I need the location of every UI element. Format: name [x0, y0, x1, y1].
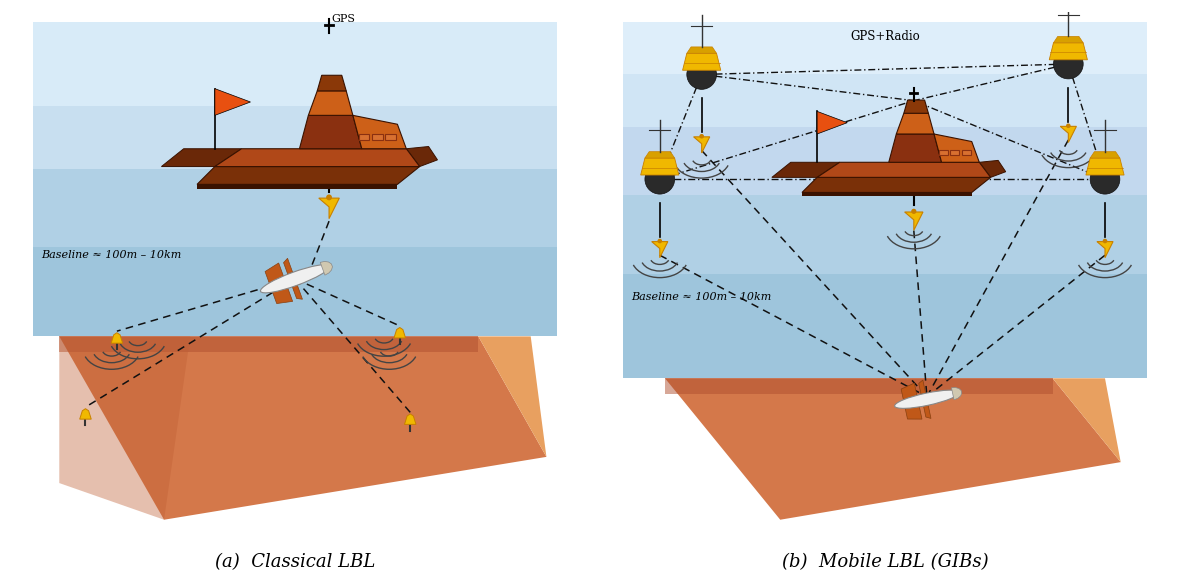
Polygon shape [905, 212, 923, 230]
Polygon shape [641, 158, 678, 175]
Polygon shape [111, 333, 123, 343]
Circle shape [1090, 164, 1120, 194]
Polygon shape [623, 12, 1147, 535]
Polygon shape [902, 383, 918, 404]
Polygon shape [266, 263, 286, 288]
Polygon shape [623, 22, 1147, 74]
Circle shape [1066, 123, 1070, 128]
Polygon shape [162, 149, 242, 166]
Polygon shape [59, 336, 190, 520]
Polygon shape [772, 162, 840, 178]
Text: GPS+Radio: GPS+Radio [850, 30, 920, 44]
Polygon shape [215, 88, 250, 115]
Polygon shape [1049, 43, 1088, 60]
Polygon shape [320, 261, 333, 275]
Polygon shape [1090, 152, 1120, 158]
Circle shape [1102, 239, 1107, 243]
Text: (b)  Mobile LBL (GIBs): (b) Mobile LBL (GIBs) [781, 553, 989, 570]
Polygon shape [80, 409, 91, 419]
Polygon shape [359, 134, 369, 140]
Polygon shape [645, 152, 675, 158]
Polygon shape [288, 272, 302, 299]
Polygon shape [317, 75, 346, 91]
Polygon shape [904, 401, 922, 419]
Ellipse shape [261, 265, 329, 293]
Text: Baseline ≈ 100m – 10km: Baseline ≈ 100m – 10km [631, 292, 772, 301]
Polygon shape [33, 22, 557, 247]
Polygon shape [1086, 158, 1125, 175]
Polygon shape [802, 178, 990, 193]
Polygon shape [1097, 242, 1113, 258]
Polygon shape [950, 150, 959, 155]
Polygon shape [935, 134, 979, 162]
Polygon shape [372, 134, 382, 140]
Polygon shape [215, 149, 420, 166]
Circle shape [911, 209, 917, 214]
Text: GPS: GPS [332, 14, 355, 24]
Polygon shape [353, 115, 406, 149]
Polygon shape [666, 378, 1053, 394]
Polygon shape [59, 336, 546, 520]
Polygon shape [33, 22, 557, 336]
Polygon shape [33, 22, 557, 169]
Polygon shape [300, 115, 362, 149]
Polygon shape [319, 198, 340, 219]
Polygon shape [394, 328, 406, 338]
Polygon shape [682, 54, 721, 70]
Polygon shape [897, 113, 935, 134]
Polygon shape [904, 100, 929, 113]
Circle shape [1054, 49, 1083, 79]
Polygon shape [386, 134, 396, 140]
Polygon shape [962, 150, 971, 155]
Text: Baseline ≈ 100m – 10km: Baseline ≈ 100m – 10km [41, 250, 182, 260]
Polygon shape [939, 150, 948, 155]
Polygon shape [651, 242, 668, 258]
Polygon shape [406, 147, 438, 166]
Circle shape [645, 164, 675, 194]
Polygon shape [623, 22, 1147, 127]
Polygon shape [308, 91, 353, 115]
Polygon shape [1061, 126, 1076, 143]
Polygon shape [197, 166, 420, 184]
Polygon shape [1054, 37, 1083, 43]
Polygon shape [666, 378, 1121, 520]
Polygon shape [283, 258, 293, 274]
Polygon shape [979, 161, 1005, 178]
Polygon shape [271, 282, 293, 304]
Circle shape [687, 59, 716, 90]
Circle shape [326, 194, 332, 200]
Polygon shape [922, 393, 931, 418]
Polygon shape [197, 184, 398, 189]
Polygon shape [817, 111, 847, 134]
Polygon shape [59, 336, 478, 352]
Polygon shape [687, 47, 716, 54]
Polygon shape [889, 134, 942, 162]
Polygon shape [951, 388, 962, 400]
Circle shape [657, 239, 662, 243]
Polygon shape [1053, 378, 1121, 462]
Polygon shape [817, 162, 990, 178]
Polygon shape [694, 137, 709, 153]
Polygon shape [33, 12, 557, 535]
Polygon shape [623, 22, 1147, 378]
Circle shape [700, 134, 704, 139]
Polygon shape [478, 336, 546, 457]
Polygon shape [802, 193, 972, 196]
Polygon shape [405, 414, 417, 424]
Polygon shape [623, 22, 1147, 274]
Polygon shape [33, 22, 557, 106]
Ellipse shape [894, 390, 959, 409]
Polygon shape [919, 380, 925, 394]
Text: (a)  Classical LBL: (a) Classical LBL [215, 553, 375, 570]
Polygon shape [623, 22, 1147, 195]
